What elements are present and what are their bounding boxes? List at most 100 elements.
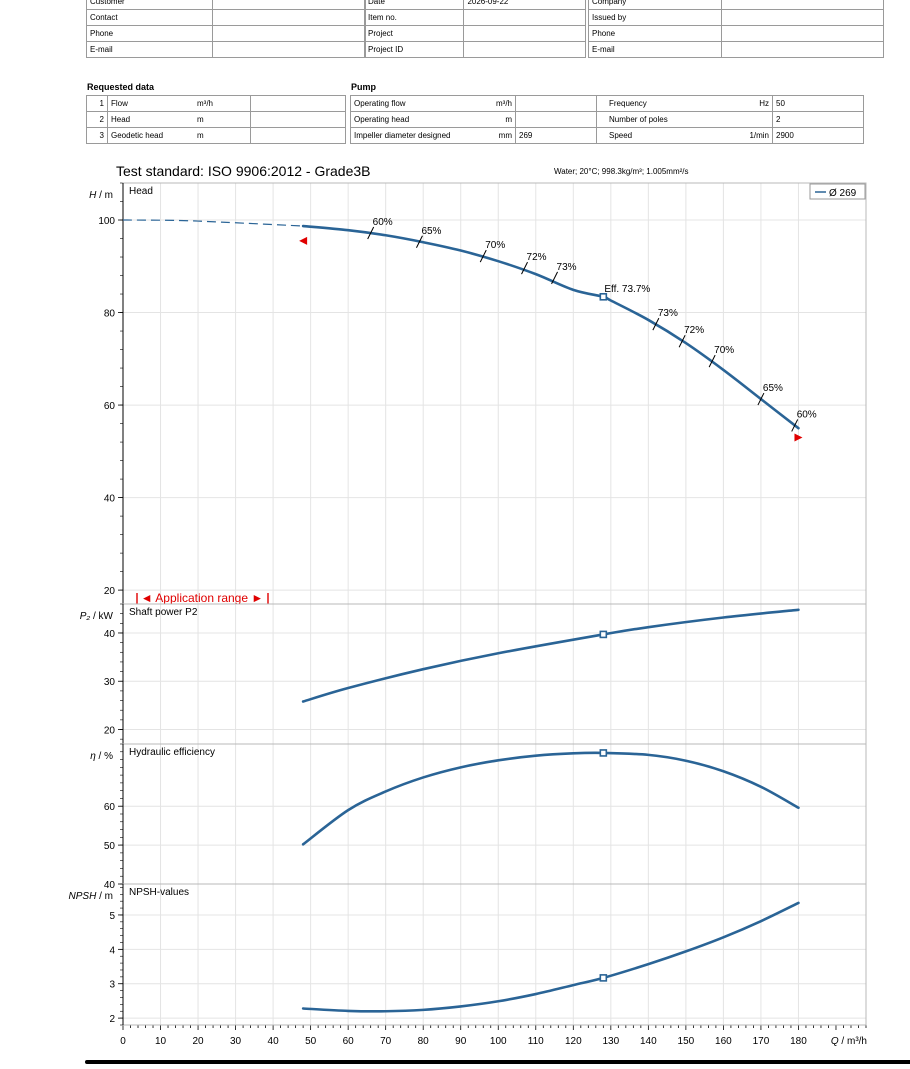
series-line (301, 224, 800, 430)
pump-data-table: Operating flow m³/h Frequency Hz 50 Operating… (350, 95, 864, 144)
test-standard: Test standard: ISO 9906:2012 - Grade3B (116, 163, 371, 179)
efficiency-label: 70% (714, 345, 734, 356)
panel-title: NPSH-values (129, 887, 189, 898)
company-row: Phone (588, 25, 885, 42)
legend-label: Ø 269 (829, 188, 857, 199)
range-marker (299, 236, 308, 245)
requested-data-table: 1 Flow m³/h 2 Head m 3 Geodetic head m (86, 95, 346, 144)
y-axis-label: H / m (89, 190, 113, 201)
project-value (463, 41, 586, 58)
series-line (301, 901, 800, 1013)
bep-marker (599, 749, 608, 757)
company-label: E-mail (588, 41, 722, 58)
panel-title: Shaft power P2 (129, 607, 198, 618)
pump-row: Impeller diameter designed mm 269 Speed 1/mi… (350, 127, 864, 144)
y-tick-label: 50 (104, 841, 116, 852)
x-tick-label: 70 (380, 1036, 392, 1047)
y-tick-label: 20 (104, 586, 116, 597)
x-tick-label: 0 (120, 1036, 126, 1047)
application-range-label: ◄ Application range ► (141, 591, 264, 605)
customer-table: Customer Contact Phone E-mail (86, 0, 367, 58)
efficiency-label: 65% (763, 383, 783, 394)
range-marker (794, 433, 803, 442)
x-tick-label: 20 (192, 1036, 204, 1047)
efficiency-tick (678, 334, 686, 348)
x-tick-label: 40 (268, 1036, 280, 1047)
panel-frame (122, 603, 867, 745)
y-tick-label: 40 (104, 494, 116, 505)
y-axis-label: P₂ / kW (80, 611, 114, 622)
x-tick-label: 30 (230, 1036, 242, 1047)
legend-box (809, 183, 866, 200)
x-tick-label: 180 (790, 1036, 807, 1047)
bottom-divider (85, 1060, 910, 1064)
efficiency-label: 72% (684, 325, 704, 336)
y-tick-label: 40 (104, 880, 116, 891)
y-tick-label: 4 (109, 945, 115, 956)
efficiency-tick (551, 271, 558, 285)
x-tick-label: 110 (528, 1036, 544, 1047)
efficiency-tick (416, 235, 423, 248)
y-axis-label: NPSH / m (69, 891, 113, 902)
requested-index: 3 (86, 127, 108, 144)
y-tick-label: 60 (104, 802, 116, 813)
pump-param-value: 2900 (772, 127, 864, 144)
project-label: Project ID (363, 41, 465, 58)
customer-row: Contact (86, 9, 367, 26)
efficiency-label: 72% (527, 252, 547, 263)
fluid-properties: Water; 20°C; 998.3kg/m³; 1.005mm²/s (554, 167, 689, 176)
bep-marker (599, 293, 608, 301)
x-tick-label: 60 (343, 1036, 355, 1047)
pump-param-label: Impeller diameter designed (350, 127, 469, 144)
efficiency-tick (791, 419, 799, 432)
project-row: Project ID (363, 41, 586, 58)
y-tick-label: 3 (109, 980, 115, 991)
series-line (301, 608, 800, 703)
pump-title: Pump (351, 82, 377, 92)
pump-param-label: Speed (596, 127, 730, 144)
head-curve-extension (122, 219, 304, 227)
panel-frame (122, 743, 867, 885)
panel-title: Head (129, 186, 153, 197)
pump-row: Operating flow m³/h Frequency Hz 50 (350, 95, 864, 112)
project-table: Date 2026-09-22 Item no. Project Project ID (363, 0, 586, 58)
requested-value (250, 127, 346, 144)
company-table: Company Issued by Phone E-mail (588, 0, 885, 58)
efficiency-tick (521, 261, 528, 275)
x-tick-label: 80 (418, 1036, 430, 1047)
y-tick-label: 100 (98, 216, 115, 227)
x-axis-label: Q / m³/h (831, 1036, 867, 1047)
requested-index: 1 (86, 95, 108, 112)
y-tick-label: 20 (104, 726, 116, 737)
efficiency-tick (479, 249, 487, 263)
y-tick-label: 5 (109, 911, 115, 922)
panel-title: Hydraulic efficiency (129, 747, 215, 758)
efficiency-tick (367, 226, 375, 240)
x-tick-label: 140 (640, 1036, 657, 1047)
x-tick-label: 150 (678, 1036, 695, 1047)
requested-row: 2 Head m (86, 111, 346, 128)
y-tick-label: 2 (109, 1014, 115, 1025)
efficiency-label: 65% (421, 226, 441, 237)
customer-row: E-mail (86, 41, 367, 58)
bep-marker (599, 630, 608, 639)
efficiency-label: 73% (658, 308, 678, 319)
pump-param-value: 269 (515, 127, 597, 144)
x-tick-label: 50 (305, 1036, 317, 1047)
x-tick-label: 90 (455, 1036, 467, 1047)
requested-data-title: Requested data (87, 82, 155, 92)
bep-label: Eff. 73.7% (604, 284, 650, 295)
x-tick-label: 10 (155, 1036, 167, 1047)
efficiency-label: 70% (485, 240, 505, 251)
y-tick-label: 80 (104, 309, 116, 320)
company-value (720, 41, 885, 58)
x-tick-label: 130 (602, 1036, 619, 1047)
efficiency-tick (652, 317, 660, 331)
x-tick-label: 160 (715, 1036, 732, 1047)
efficiency-label: 60% (373, 217, 393, 228)
x-tick-label: 120 (565, 1036, 582, 1047)
efficiency-tick (757, 392, 765, 406)
x-tick-label: 170 (753, 1036, 770, 1047)
requested-row: 3 Geodetic head m (86, 127, 346, 144)
